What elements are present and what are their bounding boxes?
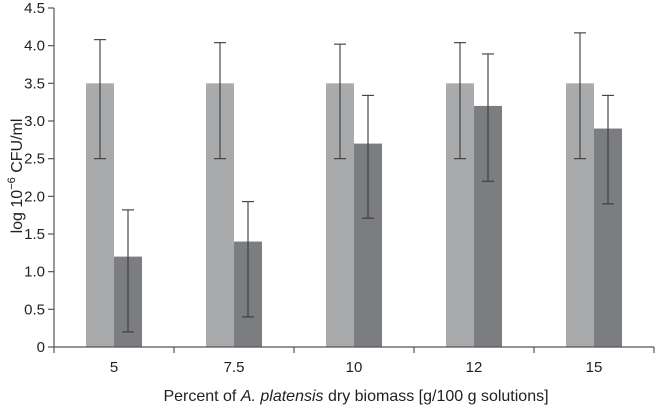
y-tick-label: 4.5	[24, 0, 45, 17]
x-tick-label: 5	[110, 359, 118, 376]
y-axis-title: log 10−6 CFU/ml	[6, 119, 26, 234]
error-bars-layer	[94, 32, 614, 333]
y-tick-label: 3.5	[24, 75, 45, 92]
y-tick-label: 0.5	[24, 301, 45, 318]
x-tick-label: 12	[466, 359, 483, 376]
x-axis-title: Percent of A. platensis dry biomass [g/1…	[163, 388, 548, 405]
y-tick-label: 3.0	[24, 113, 45, 130]
y-tick-label: 2.0	[24, 188, 45, 205]
x-tick-label: 10	[346, 359, 363, 376]
y-tick-label: 4.0	[24, 38, 45, 55]
y-tick-label: 1.5	[24, 226, 45, 243]
y-ticks: 0 0.5 1.0 1.5 2.0 2.5 3.0 3.5 4.0 4.5	[24, 0, 54, 356]
y-tick-label: 0	[37, 339, 45, 356]
axes-layer	[53, 8, 654, 348]
x-tick-label: 15	[586, 359, 603, 376]
bars-layer	[86, 83, 622, 347]
x-tick-label: 7.5	[224, 359, 245, 376]
y-tick-label: 2.5	[24, 151, 45, 168]
x-ticks: 5 7.5 10 12 15	[53, 347, 655, 376]
y-tick-label: 1.0	[24, 264, 45, 281]
